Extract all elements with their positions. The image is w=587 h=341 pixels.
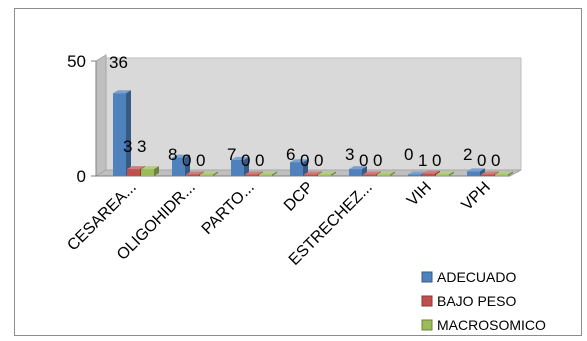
data-label: 3 [137,137,146,156]
bar-top [259,171,277,175]
bar [495,174,508,176]
bar [245,174,258,176]
category-label: DCP [281,179,317,215]
bar-top [186,171,204,175]
data-label: 3 [345,145,354,164]
y-tick-label: 0 [77,167,86,186]
data-label: 0 [404,145,413,164]
bar-side [244,156,249,176]
bar [290,162,303,176]
data-label: 7 [227,145,236,164]
bar-side [480,168,485,176]
bar-top [172,154,190,158]
data-label: 6 [286,145,295,164]
data-label: 3 [123,137,132,156]
bar-top [363,171,381,175]
data-label: 0 [300,151,309,170]
legend-label: BAJO PESO [437,293,516,309]
legend-label: MACROSOMICO [437,317,546,333]
category-label: PARTO... [199,179,258,238]
bar-side [185,154,190,176]
bar-top [304,171,322,175]
bar-top [318,171,336,175]
bar-top [408,171,426,175]
legend-label: ADECUADO [437,269,516,285]
bar [436,174,449,176]
category-label: VIH [404,179,435,210]
legend-swatch [421,295,433,307]
legend-swatch [421,319,433,331]
data-label: 0 [491,151,500,170]
data-label: 0 [314,151,323,170]
bar [231,159,244,176]
bar [377,174,390,176]
bar-top [349,166,367,170]
chart-side-wall [95,54,107,177]
data-label: 8 [168,145,177,164]
bar-top [231,156,249,160]
bar-side [508,171,513,176]
bar [304,174,317,176]
bar-top [467,168,485,172]
bar-top [481,171,499,175]
bar-side [390,171,395,176]
bar-top [127,166,145,170]
bar [186,174,199,176]
bar [259,174,272,176]
data-label: 0 [373,151,382,170]
data-label: 0 [359,151,368,170]
bar [481,174,494,176]
bar-top [290,159,308,163]
data-label: 36 [109,53,128,72]
bar [127,169,140,176]
bar-top [436,171,454,175]
bar-side [213,171,218,176]
bar [422,173,435,176]
bar-side [272,171,277,176]
data-label: 0 [255,151,264,170]
bar [408,174,421,176]
data-label: 2 [463,145,472,164]
bar [172,157,185,176]
bar [318,174,331,176]
bar-top [495,171,513,175]
bar-top [422,170,440,174]
bar [113,93,126,176]
data-label: 0 [477,151,486,170]
bar-side [303,159,308,176]
bar-top [200,171,218,175]
data-label: 0 [432,151,441,170]
bar-top [377,171,395,175]
y-tick-label: 50 [67,52,86,71]
bar [141,169,154,176]
data-label: 0 [241,151,250,170]
bar [200,174,213,176]
bar-side [449,171,454,176]
data-label: 0 [196,151,205,170]
bar-side [126,90,131,176]
bar [467,171,480,176]
bar-side [331,171,336,176]
bar-top [141,166,159,170]
data-label: 1 [418,151,427,170]
bar [349,169,362,176]
bar-top [245,171,263,175]
legend-swatch [421,271,433,283]
bar-top [113,90,131,94]
data-label: 0 [182,151,191,170]
bar-side [154,166,159,176]
bar [363,174,376,176]
category-label: VPH [459,179,494,214]
